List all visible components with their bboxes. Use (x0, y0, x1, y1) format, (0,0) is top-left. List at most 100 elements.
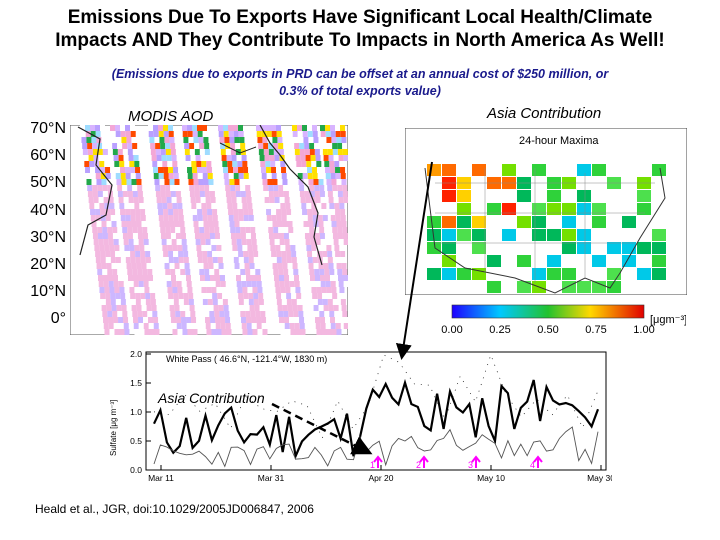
aod-pixel (307, 209, 313, 215)
aod-pixel (276, 299, 282, 305)
aod-pixel (282, 305, 288, 311)
aod-pixel (170, 185, 176, 191)
aod-pixel (318, 221, 324, 227)
aod-pixel (253, 299, 259, 305)
grid-cell (517, 255, 531, 267)
aod-pixel (161, 197, 167, 203)
aod-pixel (189, 149, 195, 155)
aod-pixel (245, 311, 251, 317)
aod-pixel (118, 323, 124, 329)
aod-pixel (297, 167, 303, 173)
aod-pixel (330, 317, 336, 323)
aod-pixel (191, 323, 197, 329)
aod-pixel (225, 317, 231, 323)
aod-pixel (193, 179, 199, 185)
aod-pixel (312, 131, 318, 137)
aod-pixel (165, 185, 171, 191)
aod-pixel (278, 191, 284, 197)
aod-pixel (216, 245, 222, 251)
aod-pixel (286, 257, 292, 263)
aod-pixel (321, 287, 327, 293)
aod-pixel (297, 305, 303, 311)
aod-pixel (129, 203, 135, 209)
aod-pixel (235, 185, 241, 191)
aod-pixel (114, 161, 120, 167)
aod-pixel (234, 221, 240, 227)
aod-pixel (214, 311, 220, 317)
sulfate-timeseries: Sulfate [μg m⁻³] White Pass ( 46.6°N, -1… (109, 349, 612, 483)
aod-pixel (153, 323, 159, 329)
aod-pixel (255, 311, 261, 317)
aod-pixel (314, 185, 320, 191)
aod-pixel (138, 275, 143, 281)
us-state-lines (435, 168, 655, 283)
aod-pixel (331, 137, 337, 143)
aod-pixel (95, 215, 101, 221)
aod-pixel (199, 191, 205, 197)
aod-pixel (105, 209, 111, 215)
aod-pixel (104, 203, 110, 209)
aod-pixel (251, 323, 257, 329)
aod-pixel (320, 239, 326, 245)
aod-pixel (133, 281, 139, 287)
aod-pixel (261, 317, 267, 323)
aod-pixel (276, 173, 282, 179)
aod-pixel (243, 173, 249, 179)
aod-pixel (286, 251, 292, 257)
aod-pixel (309, 149, 315, 155)
aod-pixel (270, 161, 276, 167)
aod-pixel (266, 131, 272, 137)
timeseries-ytick-label: 1.5 (130, 378, 142, 388)
grid-cell (457, 229, 471, 241)
aod-pixel (121, 179, 127, 185)
aod-pixel (328, 197, 334, 203)
aod-pixel (276, 125, 281, 131)
aod-pixel (100, 293, 106, 299)
aod-pixel (260, 161, 266, 167)
aod-pixel (321, 329, 327, 335)
aod-pixel (218, 125, 223, 131)
aod-pixel (284, 239, 290, 245)
aod-pixel (173, 215, 179, 221)
aod-pixel (112, 311, 118, 317)
aod-pixel (80, 131, 86, 137)
aod-pixel (107, 185, 113, 191)
aod-pixel (202, 251, 208, 257)
aod-pixel (98, 281, 104, 287)
aod-pixel (138, 281, 144, 287)
aod-pixel (342, 191, 348, 197)
observation-points (153, 353, 599, 439)
aod-pixel (122, 227, 128, 233)
aod-pixel (238, 215, 244, 221)
grid-cell (502, 229, 516, 241)
aod-pixel (137, 227, 143, 233)
aod-pixel (287, 263, 293, 269)
aod-pixel (133, 275, 138, 281)
aod-pixel (241, 155, 247, 161)
aod-pixel (182, 125, 187, 131)
aod-pixel (117, 191, 123, 197)
aod-pixel (209, 311, 215, 317)
aod-pixel (199, 185, 205, 191)
aod-pixel (253, 293, 259, 299)
aod-pixel (280, 245, 286, 251)
aod-pixel (130, 215, 136, 221)
aod-pixel (322, 149, 328, 155)
aod-pixel (248, 299, 254, 305)
aod-pixel (143, 239, 149, 245)
aod-pixel (191, 317, 197, 323)
aod-pixel (259, 305, 265, 311)
aod-pixel (246, 323, 252, 329)
aod-pixel (295, 329, 301, 335)
aod-pixel (244, 263, 250, 269)
aod-pixel (92, 227, 98, 233)
aod-pixel (317, 209, 323, 215)
aod-pixel (142, 227, 148, 233)
aod-pixel (114, 329, 120, 335)
aod-pixel (97, 143, 103, 149)
aod-pixel (315, 323, 321, 329)
aod-pixel (238, 125, 243, 131)
aod-pixel (325, 317, 331, 323)
aod-pixel (301, 203, 307, 209)
aod-pixel (277, 179, 283, 185)
